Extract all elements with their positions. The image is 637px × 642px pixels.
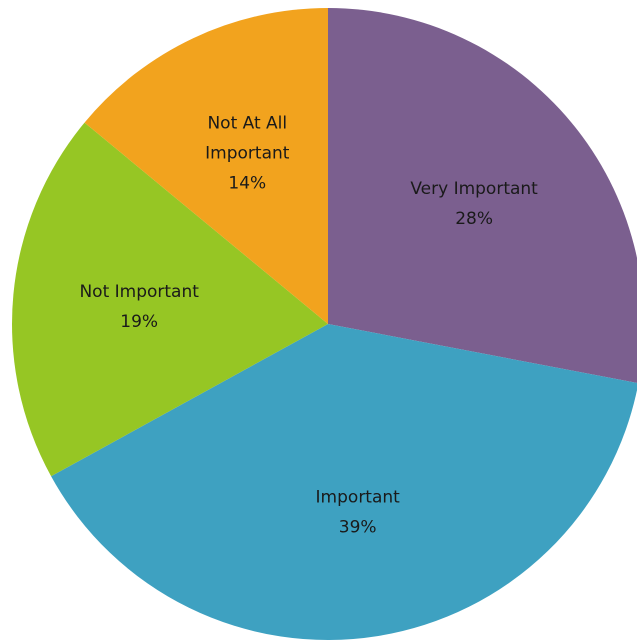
pie-slice-very-important xyxy=(328,8,637,383)
pie-slice-not-at-all-important xyxy=(84,8,329,324)
slice-category-label: Not At All xyxy=(207,113,287,133)
pie-slice-important xyxy=(51,324,637,640)
slice-category-label: Important xyxy=(316,487,401,507)
slice-value-label: 19% xyxy=(120,312,158,332)
slice-label: Important 39% xyxy=(316,487,401,537)
pie-labels: Very Important 28% Important 39% Not Importa… xyxy=(79,113,538,537)
slice-value-label: 39% xyxy=(339,517,377,537)
slice-value-label: 28% xyxy=(455,209,493,229)
slice-category-label: Very Important xyxy=(410,179,538,199)
slice-label: Not Important 19% xyxy=(79,282,199,332)
slice-category-label: Important xyxy=(205,143,290,163)
slice-label: Not At All Important 14% xyxy=(205,113,290,193)
pie-slice-not-important xyxy=(12,122,328,477)
slice-value-label: 14% xyxy=(228,173,266,193)
slice-category-label: Not Important xyxy=(79,282,199,302)
slice-label: Very Important 28% xyxy=(410,179,538,229)
pie-slices xyxy=(12,8,637,640)
